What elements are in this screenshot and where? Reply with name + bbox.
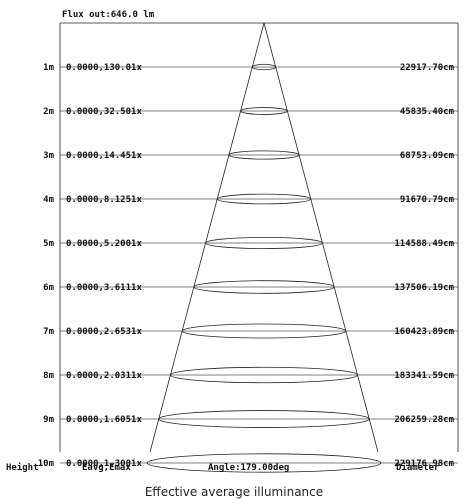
height-label: 4m	[43, 195, 54, 205]
height-label: 7m	[43, 327, 54, 337]
height-label: 6m	[43, 283, 54, 293]
distance-row: 2m 0.0000,32.501x 45835.40cm	[43, 107, 458, 117]
height-label: 3m	[43, 151, 54, 161]
eavg-emax-value: 0.0000,8.1251x	[66, 195, 142, 205]
diameter-value: 160423.89cm	[394, 327, 454, 337]
distance-row: 1m 0.0000,130.01x 22917.70cm	[43, 63, 458, 73]
eavg-emax-value: 0.0000,1.6051x	[66, 415, 142, 425]
height-label: 5m	[43, 239, 54, 249]
eavg-emax-value: 0.0000,32.501x	[66, 107, 142, 117]
diameter-value: 206259.28cm	[394, 415, 454, 425]
diameter-value: 114588.49cm	[394, 239, 454, 249]
distance-row: 8m 0.0000,2.0311x 183341.59cm	[43, 366, 458, 384]
diameter-value: 68753.09cm	[400, 151, 455, 161]
diameter-value: 183341.59cm	[394, 371, 454, 381]
diameter-value: 229176.98cm	[394, 459, 454, 469]
eavg-emax-value: 0.0000,2.6531x	[66, 327, 142, 337]
distance-row: 7m 0.0000,2.6531x 160423.89cm	[43, 323, 458, 339]
diameter-column-label: Diameter	[396, 462, 440, 473]
distance-row: 9m 0.0000,1.6051x 206259.28cm	[43, 410, 458, 428]
eavg-emax-value: 0.0000,14.451x	[66, 151, 142, 161]
distance-row: 10m 0.0000,1.3001x 229176.98cm	[38, 453, 458, 473]
distance-row: 3m 0.0000,14.451x 68753.09cm	[43, 150, 458, 161]
cone-right-edge	[263, 22, 379, 453]
height-label: 2m	[43, 107, 54, 117]
diameter-value: 91670.79cm	[400, 195, 455, 205]
eavg-emax-value: 0.0000,1.3001x	[66, 459, 142, 469]
flux-label: Flux out:646.0 lm	[62, 10, 155, 20]
height-label: 1m	[43, 63, 54, 73]
height-column-label: Height	[6, 462, 39, 473]
distance-row: 4m 0.0000,8.1251x 91670.79cm	[43, 193, 458, 205]
beam-cross-section	[146, 453, 382, 473]
eavg-emax-value: 0.0000,2.0311x	[66, 371, 142, 381]
diameter-value: 137506.19cm	[394, 283, 454, 293]
distance-row: 5m 0.0000,5.2001x 114588.49cm	[43, 237, 458, 249]
height-label: 9m	[43, 415, 54, 425]
distance-row: 6m 0.0000,3.6111x 137506.19cm	[43, 280, 458, 294]
eavg-emax-value: 0.0000,5.2001x	[66, 239, 142, 249]
height-label: 10m	[38, 459, 55, 469]
height-label: 8m	[43, 371, 54, 381]
cone-left-edge	[149, 22, 265, 453]
eavg-emax-value: 0.0000,130.01x	[66, 63, 142, 73]
diameter-value: 45835.40cm	[400, 107, 455, 117]
beam-angle-label: Angle:179.00deg	[208, 463, 289, 473]
eavg-emax-value: 0.0000,3.6111x	[66, 283, 142, 293]
figure-caption: Effective average illuminance	[145, 485, 323, 499]
distance-rows: 1m 0.0000,130.01x 22917.70cm 2m 0.0000,32.50…	[38, 63, 458, 473]
diameter-value: 22917.70cm	[400, 63, 455, 73]
eavg-emax-column-label: Eavg,Emax	[82, 463, 131, 473]
